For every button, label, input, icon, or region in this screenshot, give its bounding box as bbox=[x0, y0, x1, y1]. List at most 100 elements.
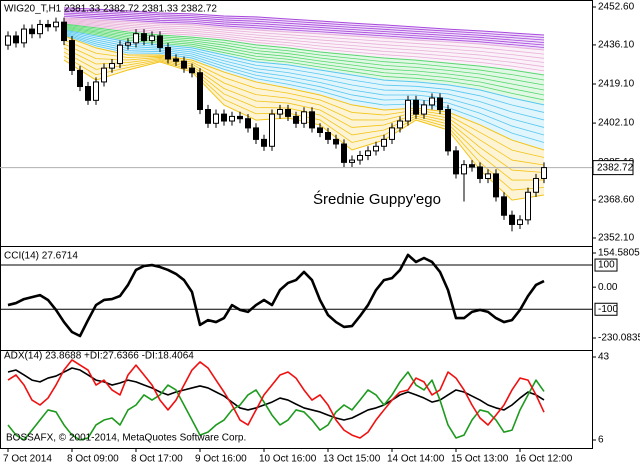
x-tick-label: 8 Oct 09:00 bbox=[67, 454, 119, 465]
ribbon-hatch bbox=[63, 31, 545, 121]
candle-body bbox=[317, 127, 323, 133]
ribbon-hatch bbox=[63, 39, 545, 158]
candle-body bbox=[325, 131, 331, 140]
indicator-line bbox=[7, 359, 545, 439]
candle-body bbox=[381, 138, 387, 147]
candle-body bbox=[205, 109, 211, 124]
ribbon-hatch bbox=[63, 47, 545, 173]
candle-body bbox=[285, 109, 291, 117]
y-tick-label: 2352.10 bbox=[598, 233, 635, 244]
x-tick-label: 7 Oct 2014 bbox=[3, 454, 52, 465]
candle-body bbox=[133, 33, 139, 44]
candle-body bbox=[253, 127, 259, 140]
level-label-box bbox=[594, 258, 618, 272]
candle-body bbox=[197, 72, 203, 111]
candle-body bbox=[141, 33, 147, 42]
candle-body bbox=[85, 86, 91, 101]
candle-body bbox=[261, 138, 267, 147]
y-tick-label: 0.00 bbox=[598, 282, 618, 293]
candle-body bbox=[453, 150, 459, 175]
candle-body bbox=[69, 40, 75, 71]
candle-body bbox=[429, 97, 435, 106]
candle-body bbox=[29, 28, 35, 35]
x-tick-label: 15 Oct 13:00 bbox=[451, 454, 509, 465]
candle-body bbox=[189, 67, 195, 74]
y-tick-label: 2368.60 bbox=[598, 195, 635, 206]
ribbon-edge bbox=[63, 7, 545, 36]
y-tick-label: -230.0835 bbox=[598, 333, 640, 344]
y-tick-label: 154.5805 bbox=[598, 248, 640, 259]
chart-title: WIG20_T,H1 2381.33 2382.72 2381.33 2382.… bbox=[4, 4, 217, 15]
candle-body bbox=[357, 154, 363, 161]
candle-body bbox=[517, 219, 523, 225]
current-price-box bbox=[592, 160, 634, 176]
candle-body bbox=[125, 42, 131, 46]
candle-body bbox=[397, 120, 403, 129]
ribbon-hatch bbox=[63, 20, 545, 63]
ribbon-hatch bbox=[63, 18, 545, 55]
cci-plot bbox=[0, 253, 592, 338]
candle-body bbox=[45, 23, 51, 28]
candle-body bbox=[389, 127, 395, 140]
candle-body bbox=[477, 166, 483, 179]
candle-body bbox=[5, 35, 11, 46]
y-tick-label: 43 bbox=[598, 352, 610, 363]
ribbon-hatch bbox=[63, 34, 545, 143]
level-label: 100 bbox=[598, 260, 615, 271]
level-label-box bbox=[594, 302, 618, 316]
candle-body bbox=[213, 113, 219, 124]
ribbon-hatch bbox=[63, 9, 545, 38]
ribbon-hatch bbox=[63, 12, 545, 43]
y-tick-label: 2452.60 bbox=[598, 2, 635, 13]
candle-body bbox=[309, 111, 315, 129]
candle-body bbox=[461, 164, 467, 175]
candle-body bbox=[541, 167, 547, 179]
ribbon-hatch bbox=[63, 14, 545, 46]
candle-body bbox=[341, 143, 347, 163]
indicator-title: CCI(14) 27.6714 bbox=[4, 251, 78, 262]
candle-body bbox=[525, 191, 531, 221]
annotation: Średnie Guppy'ego bbox=[313, 190, 441, 208]
ribbon-hatch bbox=[63, 10, 545, 41]
candle-body bbox=[101, 67, 107, 83]
adx-plot bbox=[7, 359, 545, 441]
cci-panel-frame bbox=[0, 246, 593, 351]
candle-body bbox=[413, 99, 419, 115]
adx-panel-frame bbox=[0, 350, 593, 449]
ribbon-hatch bbox=[63, 43, 545, 166]
candle-body bbox=[77, 69, 83, 88]
candle-body bbox=[277, 109, 283, 115]
x-tick-label: 14 Oct 14:00 bbox=[387, 454, 445, 465]
candle-body bbox=[37, 23, 43, 35]
candle-body bbox=[365, 150, 371, 156]
copyright: BOSSAFX, © 2001-2014, MetaQuotes Softwar… bbox=[6, 433, 246, 444]
ribbon-hatch bbox=[63, 30, 545, 113]
indicator-line bbox=[7, 371, 545, 441]
candle-body bbox=[333, 138, 339, 145]
y-tick-label: 2402.10 bbox=[598, 118, 635, 129]
x-tick-label: 9 Oct 16:00 bbox=[195, 454, 247, 465]
x-tick-label: 8 Oct 17:00 bbox=[131, 454, 183, 465]
candle-body bbox=[181, 60, 187, 69]
indicator-line bbox=[7, 253, 545, 338]
candle-body bbox=[229, 115, 235, 122]
x-tick-label: 13 Oct 15:00 bbox=[323, 454, 381, 465]
candle-body bbox=[373, 145, 379, 152]
candle-body bbox=[405, 99, 411, 122]
candle-body bbox=[221, 113, 227, 122]
candle-body bbox=[493, 173, 499, 198]
ribbon-edge bbox=[63, 35, 545, 151]
indicator-line bbox=[7, 367, 545, 421]
candle-body bbox=[437, 97, 443, 111]
candle-body bbox=[293, 115, 299, 124]
candle-body bbox=[173, 58, 179, 62]
candle-body bbox=[21, 28, 27, 44]
current-price-label: 2382.72 bbox=[597, 162, 634, 173]
ribbon-edge bbox=[63, 17, 545, 51]
candle-body bbox=[269, 113, 275, 147]
candle-body bbox=[53, 21, 59, 28]
ribbon-hatch bbox=[63, 15, 545, 48]
x-tick-label: 16 Oct 12:00 bbox=[515, 454, 573, 465]
